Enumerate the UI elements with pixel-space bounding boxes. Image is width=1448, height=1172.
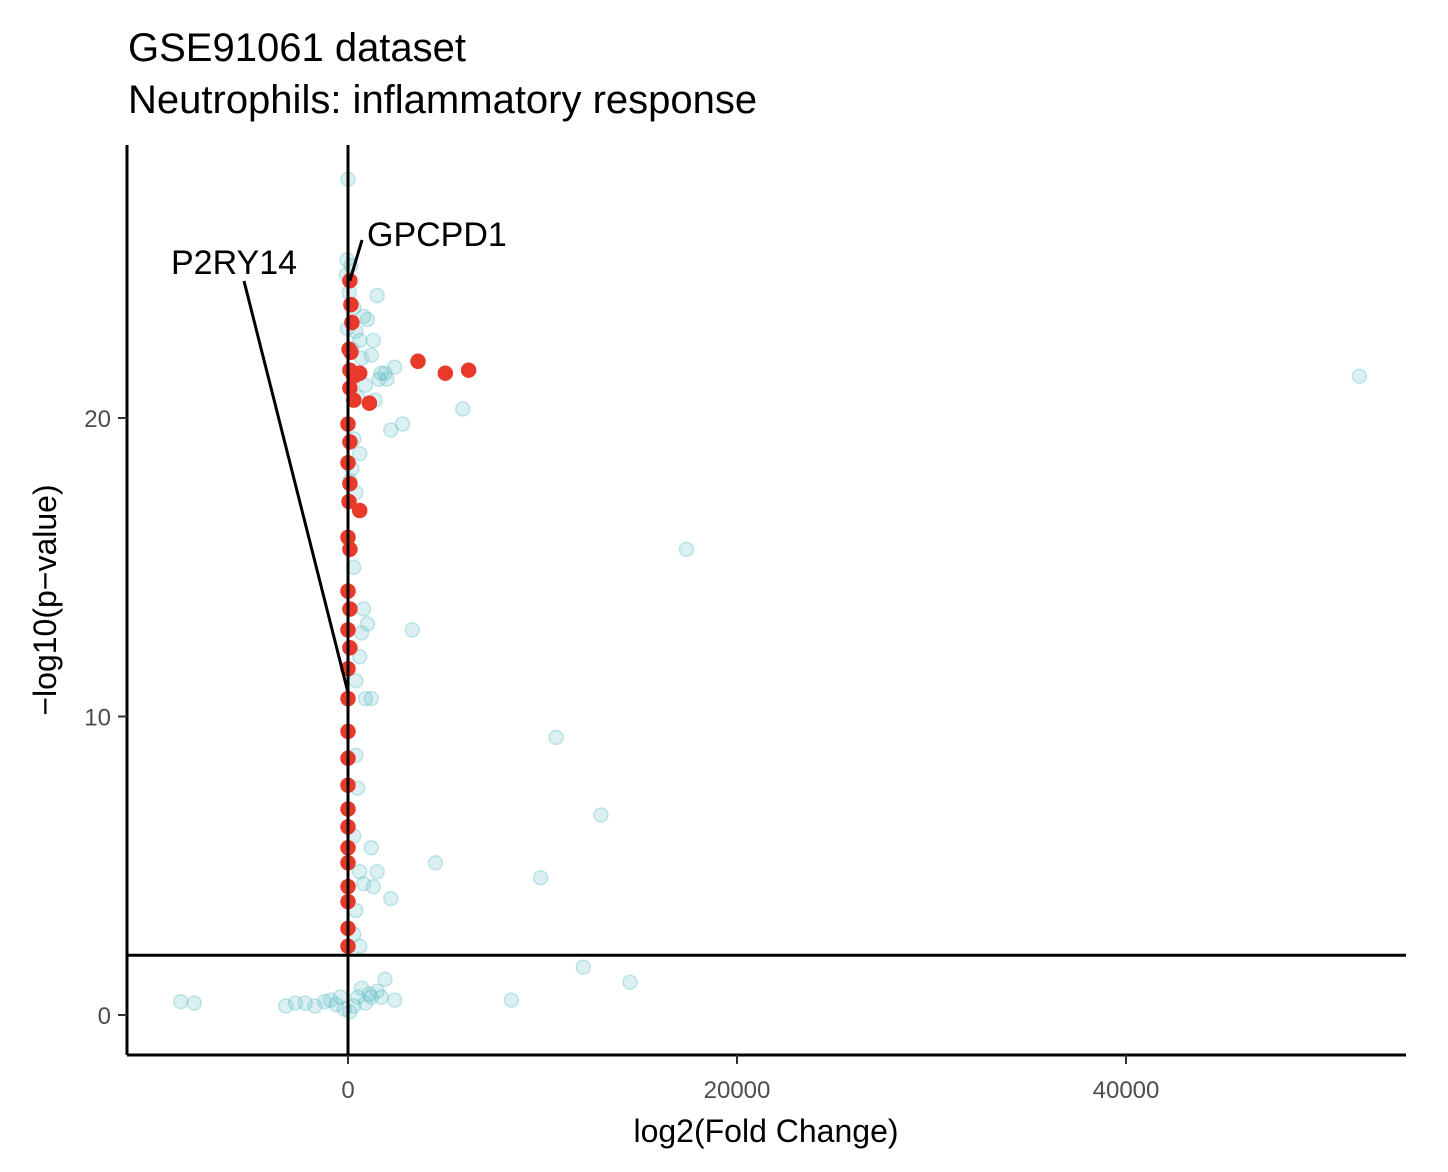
background-point [369, 983, 385, 999]
background-point [351, 446, 368, 462]
background-point [355, 601, 372, 617]
background-point [532, 869, 549, 886]
x-tick-label: 40000 [1093, 1077, 1160, 1104]
background-point [322, 992, 339, 1008]
background-point [361, 986, 378, 1002]
background-point [342, 1004, 358, 1020]
background-point [373, 365, 389, 381]
background-point [287, 995, 304, 1011]
highlight-point [410, 353, 426, 370]
background-point [316, 993, 333, 1010]
background-point [307, 998, 323, 1014]
background-point [427, 855, 444, 871]
background-point [383, 422, 399, 438]
background-point [593, 807, 609, 823]
highlight-point [361, 395, 378, 411]
highlight-point [437, 365, 454, 381]
background-point [548, 729, 564, 746]
background-point [363, 840, 380, 856]
y-axis-title: −log10(p−value) [27, 484, 63, 715]
background-point [386, 992, 403, 1008]
chart-title-block: GSE91061 dataset Neutrophils: inflammato… [128, 22, 757, 126]
x-axis-title: log2(Fold Change) [633, 1113, 898, 1149]
background-point [351, 649, 368, 665]
gene-label: GPCPD1 [367, 216, 507, 254]
highlight-point [343, 296, 359, 313]
background-point [575, 959, 592, 975]
background-point [622, 974, 638, 990]
background-point [351, 863, 368, 880]
y-tick-label: 10 [84, 705, 111, 732]
background-point [349, 989, 366, 1005]
background-point [383, 890, 399, 907]
background-point [278, 998, 294, 1014]
background-point [355, 875, 372, 892]
highlight-point [460, 362, 477, 378]
highlight-point [342, 434, 358, 450]
background-point [359, 616, 376, 632]
background-point [394, 416, 411, 432]
background-point [377, 971, 393, 987]
background-point [351, 332, 368, 349]
background-point [359, 311, 376, 328]
axes: 0 20000 40000 0 10 20 [84, 145, 1406, 1104]
background-point [328, 996, 345, 1013]
background-point [363, 989, 380, 1005]
background-point [379, 371, 395, 387]
background-point [455, 401, 471, 417]
y-tick-label: 0 [98, 1003, 111, 1030]
x-tick-label: 20000 [704, 1077, 771, 1104]
y-tick-label: 20 [84, 406, 111, 433]
background-point [369, 287, 385, 304]
annotation-leader-line [242, 280, 350, 693]
background-point [371, 371, 387, 387]
background-point [373, 989, 389, 1005]
background-point [186, 995, 203, 1011]
background-point [365, 878, 382, 895]
background-point [363, 347, 380, 364]
highlight-point [342, 475, 358, 492]
highlight-point [342, 640, 358, 656]
annotation-leader-line [348, 239, 364, 282]
background-point [172, 993, 189, 1010]
background-point [363, 690, 380, 707]
gene-label: P2RY14 [171, 244, 297, 282]
background-point [377, 365, 393, 381]
highlight-point [343, 344, 359, 361]
highlight-point [351, 502, 368, 519]
background-point [357, 690, 374, 707]
chart-title: GSE91061 dataset [128, 26, 467, 70]
chart-subtitle: Neutrophils: inflammatory response [128, 78, 758, 122]
highlight-point [342, 541, 358, 558]
background-point [503, 992, 520, 1008]
background-point [353, 980, 370, 996]
background-point [678, 541, 695, 558]
highlight-point [342, 601, 358, 617]
highlight-point [351, 365, 368, 381]
background-point [357, 995, 374, 1011]
background-point [386, 359, 403, 376]
background-point [1351, 368, 1368, 384]
reference-lines [127, 145, 1406, 1055]
background-point [369, 863, 385, 880]
background-point [365, 332, 382, 349]
x-tick-label: 0 [341, 1077, 354, 1104]
background-point [297, 995, 313, 1011]
gene-annotations: P2RY14 GPCPD1 [171, 216, 507, 693]
background-point [353, 625, 370, 641]
background-point [404, 622, 420, 638]
